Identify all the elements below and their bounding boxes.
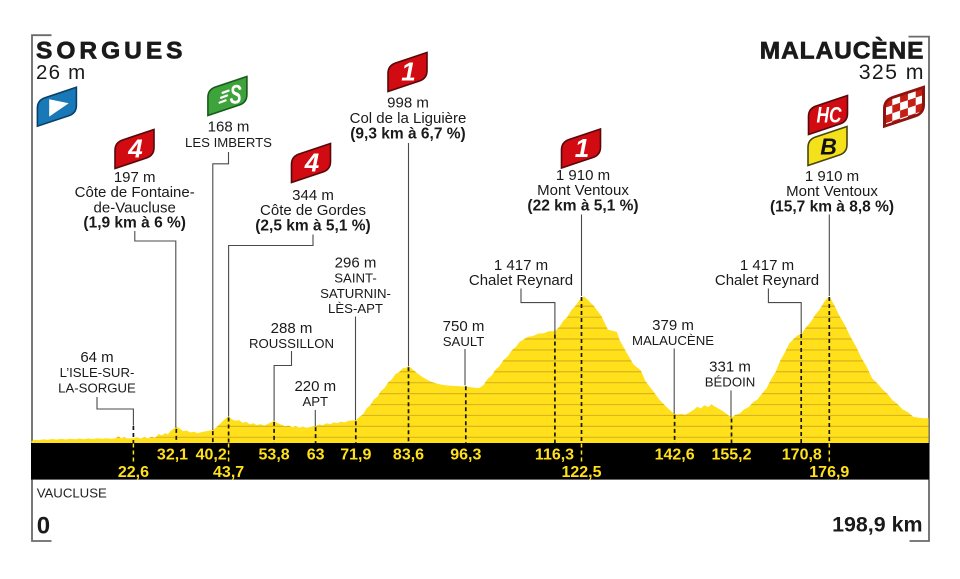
svg-text:344 m: 344 m <box>292 187 334 204</box>
svg-text:SAINT-: SAINT- <box>334 271 377 286</box>
svg-text:Côte de Fontaine-: Côte de Fontaine- <box>75 184 195 201</box>
svg-text:26 m: 26 m <box>36 61 86 84</box>
svg-text:HC: HC <box>817 103 843 128</box>
svg-text:Chalet Reynard: Chalet Reynard <box>469 272 573 289</box>
svg-text:63: 63 <box>307 447 325 464</box>
svg-text:1 417 m: 1 417 m <box>740 257 794 274</box>
svg-text:142,6: 142,6 <box>655 447 695 464</box>
svg-text:ROUSSILLON: ROUSSILLON <box>249 336 334 351</box>
svg-text:40,2: 40,2 <box>196 447 227 464</box>
svg-text:331 m: 331 m <box>709 359 751 376</box>
svg-text:750 m: 750 m <box>443 318 485 335</box>
svg-text:170,8: 170,8 <box>782 447 822 464</box>
svg-text:43,7: 43,7 <box>213 464 244 481</box>
svg-text:APT: APT <box>302 394 328 409</box>
svg-text:0: 0 <box>37 512 50 539</box>
svg-text:BÉDOIN: BÉDOIN <box>705 375 756 390</box>
svg-text:SATURNIN-: SATURNIN- <box>320 286 391 301</box>
svg-text:288 m: 288 m <box>271 320 313 337</box>
svg-text:(15,7 km à 8,8 %): (15,7 km à 8,8 %) <box>770 198 894 215</box>
svg-text:168 m: 168 m <box>208 119 250 136</box>
svg-text:Mont Ventoux: Mont Ventoux <box>786 183 878 200</box>
svg-text:B: B <box>820 134 837 160</box>
svg-text:S: S <box>230 79 242 109</box>
svg-text:de-Vaucluse: de-Vaucluse <box>94 199 176 216</box>
svg-text:197 m: 197 m <box>114 169 156 186</box>
svg-text:1: 1 <box>401 57 415 87</box>
svg-text:71,9: 71,9 <box>340 447 371 464</box>
svg-text:325 m: 325 m <box>859 60 925 84</box>
svg-text:22,6: 22,6 <box>118 464 149 481</box>
svg-text:1 910 m: 1 910 m <box>805 168 859 185</box>
svg-text:LES IMBERTS: LES IMBERTS <box>185 135 272 150</box>
svg-text:1 417 m: 1 417 m <box>494 257 548 274</box>
svg-text:VAUCLUSE: VAUCLUSE <box>37 486 107 501</box>
svg-text:(9,3 km à 6,7 %): (9,3 km à 6,7 %) <box>350 126 465 143</box>
svg-text:64 m: 64 m <box>80 349 113 366</box>
svg-text:SAULT: SAULT <box>443 334 485 349</box>
svg-text:379 m: 379 m <box>652 317 694 334</box>
svg-text:1: 1 <box>575 133 589 163</box>
svg-text:220 m: 220 m <box>294 378 336 395</box>
svg-text:LÈS-APT: LÈS-APT <box>328 301 383 316</box>
svg-text:1 910 m: 1 910 m <box>556 167 610 184</box>
svg-text:(2,5 km à 5,1 %): (2,5 km à 5,1 %) <box>255 217 370 234</box>
svg-text:MALAUCÈNE: MALAUCÈNE <box>760 37 925 65</box>
svg-text:296 m: 296 m <box>335 255 377 272</box>
svg-text:MALAUCÈNE: MALAUCÈNE <box>632 333 714 348</box>
svg-text:4: 4 <box>127 134 143 164</box>
svg-text:(22 km à 5,1 %): (22 km à 5,1 %) <box>527 197 638 214</box>
svg-text:32,1: 32,1 <box>157 447 188 464</box>
svg-text:53,8: 53,8 <box>259 447 290 464</box>
svg-text:Chalet Reynard: Chalet Reynard <box>715 272 819 289</box>
svg-text:998 m: 998 m <box>387 95 429 112</box>
svg-text:198,9 km: 198,9 km <box>832 512 922 536</box>
svg-text:83,6: 83,6 <box>393 447 424 464</box>
svg-text:155,2: 155,2 <box>711 447 751 464</box>
svg-text:L’ISLE-SUR-: L’ISLE-SUR- <box>60 365 135 380</box>
svg-text:LA-SORGUE: LA-SORGUE <box>58 380 136 395</box>
svg-text:SORGUES: SORGUES <box>36 38 187 65</box>
svg-text:96,3: 96,3 <box>450 447 481 464</box>
svg-text:176,9: 176,9 <box>809 464 849 481</box>
svg-text:Mont Ventoux: Mont Ventoux <box>537 182 629 199</box>
svg-text:Côte de Gordes: Côte de Gordes <box>260 202 366 219</box>
svg-text:116,3: 116,3 <box>535 447 574 464</box>
svg-text:Col de la Liguière: Col de la Liguière <box>350 110 467 127</box>
svg-text:(1,9 km à 6 %): (1,9 km à 6 %) <box>83 215 186 232</box>
svg-text:4: 4 <box>304 148 320 178</box>
svg-text:122,5: 122,5 <box>561 464 601 481</box>
